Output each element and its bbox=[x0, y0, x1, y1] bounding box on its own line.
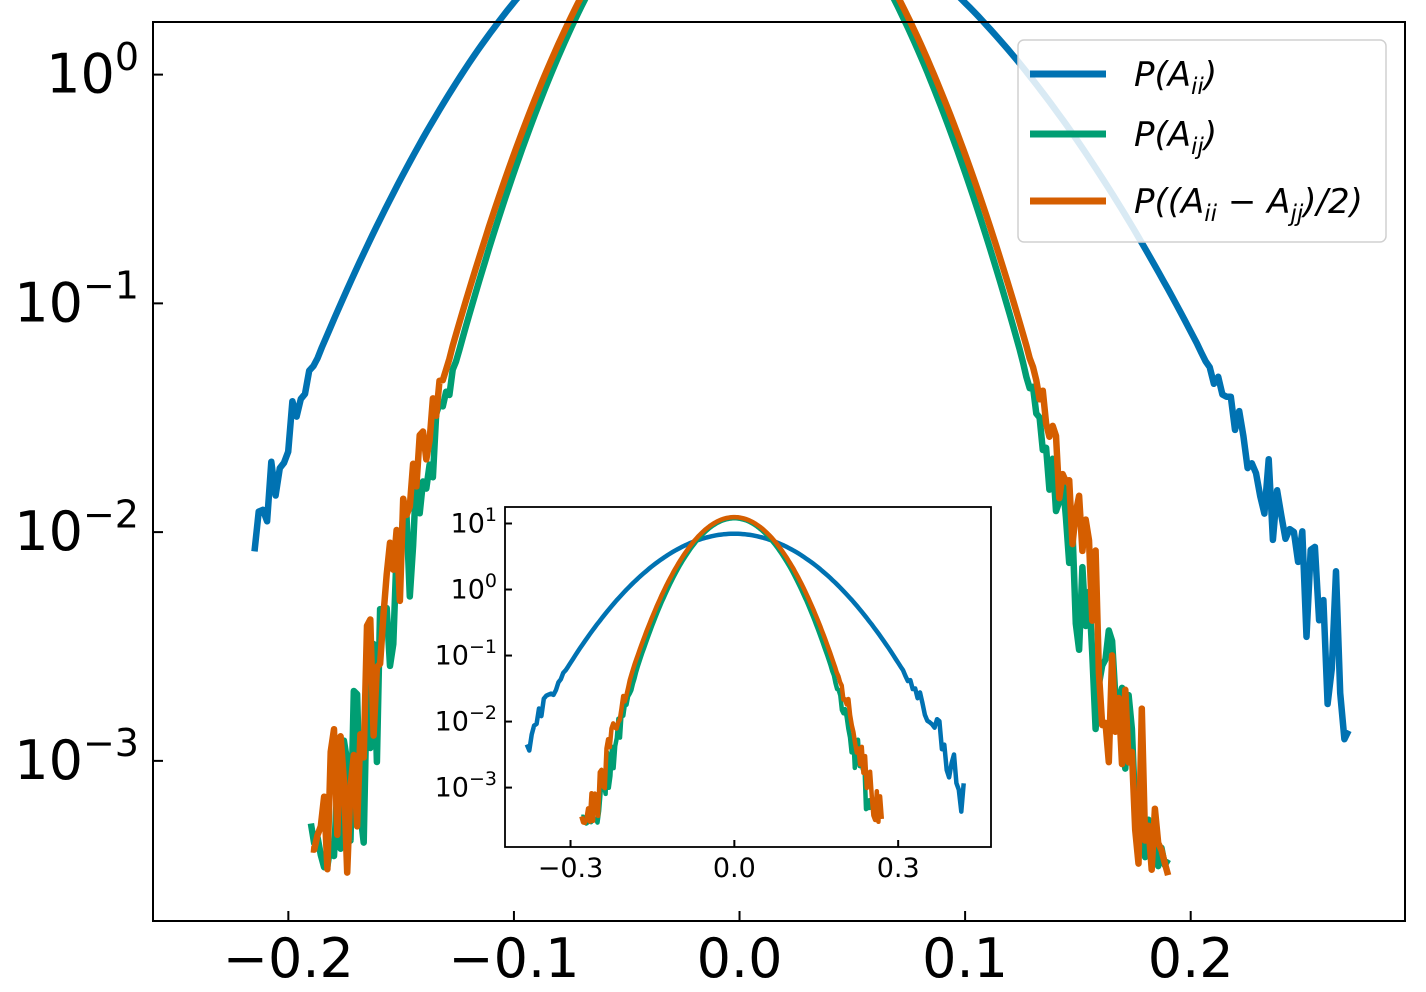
inset-y-tick-exponent: −1 bbox=[469, 636, 497, 658]
inset-y-tick-exponent: −2 bbox=[469, 702, 497, 724]
inset-y-tick-label: 10−2 bbox=[435, 702, 497, 737]
inset-x-tick-label: −0.3 bbox=[538, 853, 604, 884]
main-y-tick-exponent: −1 bbox=[83, 264, 139, 308]
legend: P(Aii) P(Aij) P((Aii − Ajj)/2) bbox=[1017, 39, 1387, 243]
legend-label-p-diff-sub2: jj bbox=[1287, 201, 1303, 227]
main-x-tick-label: 0.2 bbox=[1148, 927, 1234, 990]
legend-label-p-aii-tail: ) bbox=[1201, 55, 1217, 95]
inset-y-tick-label: 10−3 bbox=[435, 768, 497, 803]
inset-y-tick-exponent: −3 bbox=[469, 768, 497, 790]
legend-label-p-diff: P((Aii − Ajj)/2) bbox=[1134, 182, 1363, 227]
main-x-ticks: −0.2 −0.1 0.0 0.1 0.2 bbox=[223, 911, 1234, 990]
legend-label-p-aij-main: P(A bbox=[1134, 115, 1191, 155]
main-x-tick-label: −0.2 bbox=[223, 927, 354, 990]
main-plot-frame bbox=[152, 21, 1406, 922]
main-x-tick-label: 0.0 bbox=[697, 927, 783, 990]
inset-background bbox=[505, 507, 991, 847]
main-y-tick-base: 10 bbox=[46, 43, 115, 106]
legend-label-p-aij-tail: ) bbox=[1201, 115, 1217, 155]
inset-y-tick-base: 10 bbox=[435, 641, 469, 672]
main-y-tick-base: 10 bbox=[14, 271, 83, 334]
inset-series-group bbox=[524, 514, 966, 826]
main-series-group bbox=[251, 0, 1352, 877]
main-y-tick-label: 10−2 bbox=[14, 492, 139, 563]
inset-series-line-0 bbox=[524, 531, 966, 814]
inset-y-tick-exponent: 1 bbox=[485, 504, 497, 526]
main-series-line-1 bbox=[307, 0, 1171, 871]
main-y-tick-label: 10−3 bbox=[14, 721, 139, 792]
main-y-tick-exponent: −3 bbox=[83, 721, 139, 765]
legend-label-p-aii-main: P(A bbox=[1134, 55, 1191, 95]
main-x-tick-label: −0.1 bbox=[448, 927, 579, 990]
inset-y-tick-label: 101 bbox=[451, 504, 497, 539]
main-series-line-2 bbox=[310, 0, 1172, 877]
legend-label-p-aij: P(Aij) bbox=[1134, 115, 1217, 160]
legend-label-p-diff-tail: )/2) bbox=[1300, 182, 1363, 222]
inset-x-tick-label: 0.3 bbox=[877, 853, 920, 884]
main-y-tick-base: 10 bbox=[14, 500, 83, 563]
inset-y-tick-label: 10−1 bbox=[435, 636, 497, 671]
legend-label-p-aij-sub: ij bbox=[1191, 134, 1204, 160]
inset-plot-frame bbox=[504, 506, 992, 848]
inset-y-tick-exponent: 0 bbox=[485, 570, 497, 592]
legend-box bbox=[1017, 39, 1387, 243]
inset-x-tick-label: 0.0 bbox=[713, 853, 756, 884]
inset-y-tick-base: 10 bbox=[451, 509, 485, 540]
legend-label-p-diff-sub: ii bbox=[1204, 201, 1217, 227]
main-y-tick-label: 10−1 bbox=[14, 264, 139, 335]
main-y-tick-exponent: 0 bbox=[115, 35, 139, 79]
main-series-line-0 bbox=[251, 0, 1352, 743]
main-x-tick-label: 0.1 bbox=[922, 927, 1008, 990]
inset-y-tick-base: 10 bbox=[435, 707, 469, 738]
legend-label-p-aii: P(Aii) bbox=[1134, 55, 1217, 100]
inset-series-line-2 bbox=[579, 514, 885, 826]
main-y-tick-base: 10 bbox=[14, 729, 83, 792]
main-y-tick-label: 100 bbox=[46, 35, 139, 106]
legend-label-p-diff-main: P((A bbox=[1134, 182, 1204, 222]
main-y-tick-exponent: −2 bbox=[83, 492, 139, 536]
inset-y-tick-label: 100 bbox=[451, 570, 497, 605]
inset-y-tick-base: 10 bbox=[435, 773, 469, 804]
legend-label-p-diff-mid: − A bbox=[1217, 182, 1290, 222]
legend-label-p-aii-sub: ii bbox=[1191, 74, 1204, 100]
inset-x-ticks: −0.3 0.0 0.3 bbox=[538, 840, 920, 884]
inset-y-tick-base: 10 bbox=[451, 575, 485, 606]
